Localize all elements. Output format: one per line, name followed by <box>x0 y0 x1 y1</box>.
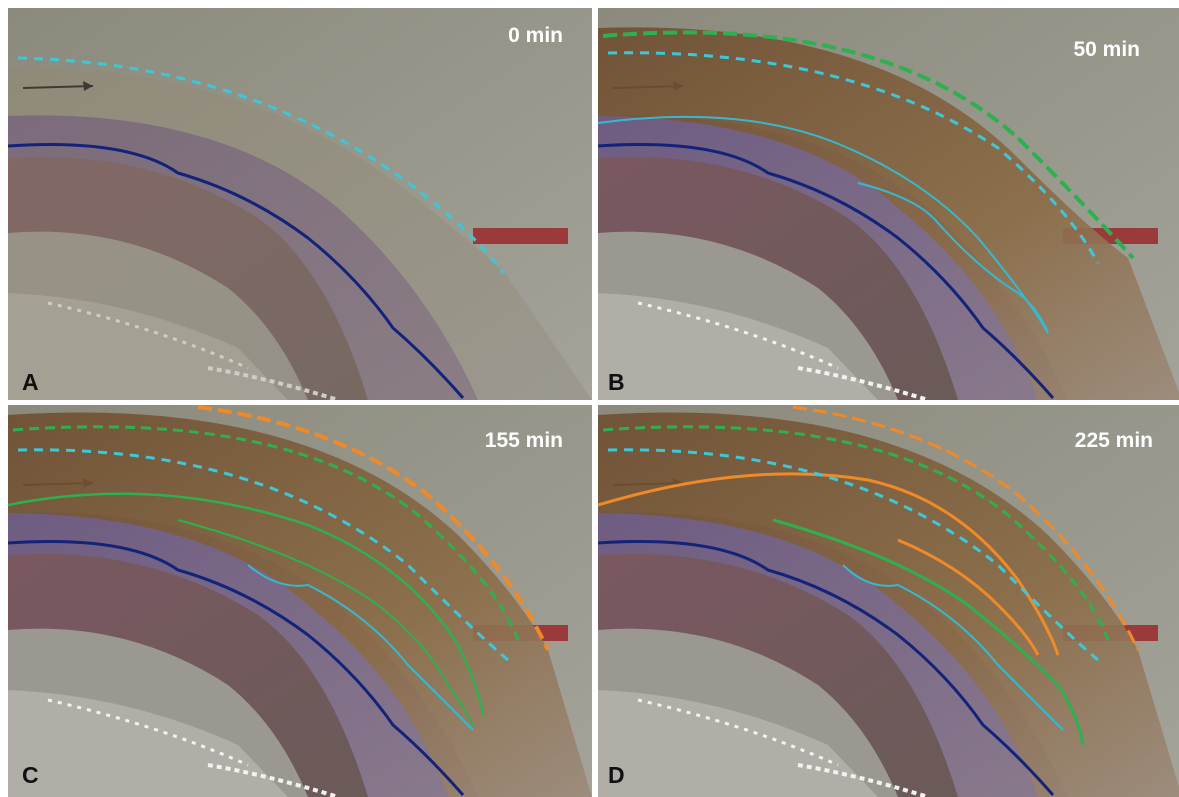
panel-a: 0 min A <box>8 8 592 400</box>
time-label: 50 min <box>1073 38 1140 61</box>
time-label: 0 min <box>508 24 563 47</box>
panel-letter: D <box>608 762 625 788</box>
panel-letter: C <box>22 762 39 788</box>
panel-d: 225 min D <box>598 405 1179 797</box>
time-label: 155 min <box>485 429 563 452</box>
panel-b: 50 min B <box>598 8 1179 400</box>
time-label: 225 min <box>1075 429 1153 452</box>
panel-letter: A <box>22 369 39 395</box>
panel-c: 155 min C <box>8 405 592 797</box>
panel-letter: B <box>608 369 625 395</box>
figure: 0 min A 50 min B 155 min C <box>0 0 1179 797</box>
